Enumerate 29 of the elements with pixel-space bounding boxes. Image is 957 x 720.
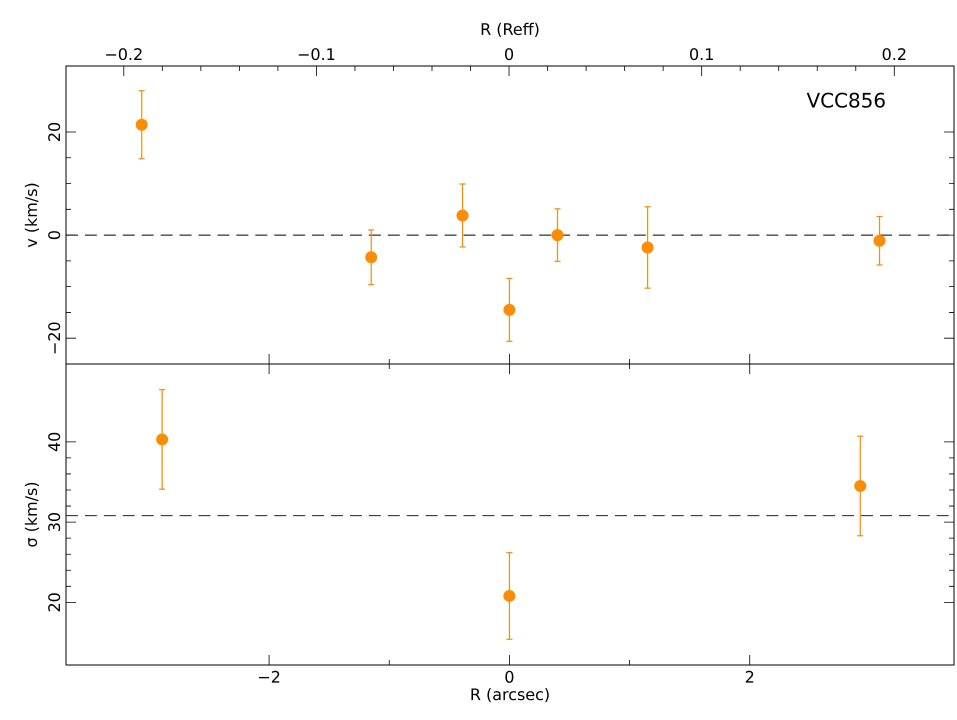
x-tick-label: 0 bbox=[505, 670, 514, 683]
point bbox=[136, 118, 148, 131]
point bbox=[503, 304, 516, 316]
annotation: VCC856 bbox=[806, 92, 885, 108]
point bbox=[642, 241, 654, 254]
y-axis-title: σ (km/s) bbox=[24, 482, 40, 547]
x2-axis-title: R (Reff) bbox=[482, 22, 538, 37]
y-axis-title: v (km/s) bbox=[24, 184, 39, 248]
point bbox=[456, 210, 469, 222]
point bbox=[854, 480, 866, 492]
point bbox=[874, 234, 886, 247]
y-tick-label: 20 bbox=[48, 593, 60, 612]
x-tick-label: −2 bbox=[259, 670, 280, 683]
x2-tick-label: 0.2 bbox=[882, 48, 906, 60]
point bbox=[503, 590, 516, 602]
x-axis-title: R (arcsec) bbox=[471, 688, 549, 702]
x2-tick-label: −0.2 bbox=[106, 48, 142, 60]
y-tick-label: 0 bbox=[48, 231, 60, 240]
y-tick-label: 30 bbox=[48, 513, 60, 532]
y-tick-label: 40 bbox=[48, 432, 60, 452]
x2-tick-label: 0.1 bbox=[690, 48, 713, 60]
y-tick-label: 20 bbox=[48, 122, 60, 141]
point bbox=[365, 251, 378, 264]
x2-tick-label: −0.1 bbox=[298, 48, 334, 60]
x-tick-label: 2 bbox=[746, 670, 754, 683]
y-tick-label: −20 bbox=[48, 322, 60, 354]
point bbox=[156, 433, 168, 446]
x2-tick-label: 0 bbox=[505, 48, 514, 60]
point bbox=[551, 229, 564, 242]
